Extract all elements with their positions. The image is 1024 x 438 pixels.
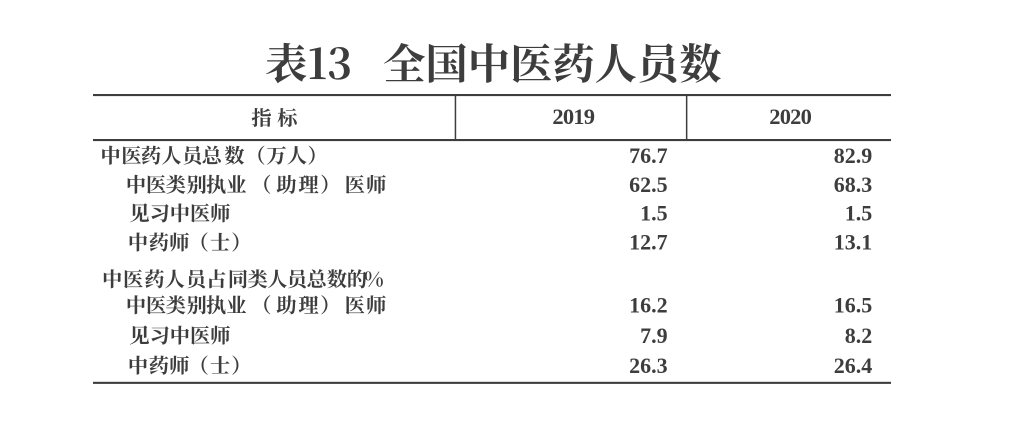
svg-text:1.5: 1.5 — [640, 201, 668, 226]
svg-text:68.3: 68.3 — [834, 172, 873, 197]
svg-text:2020: 2020 — [769, 104, 811, 129]
svg-text:76.7: 76.7 — [629, 143, 668, 168]
svg-text:13.1: 13.1 — [834, 230, 873, 255]
svg-text:26.4: 26.4 — [834, 353, 873, 378]
svg-text:26.3: 26.3 — [629, 353, 668, 378]
svg-text:2019: 2019 — [552, 104, 594, 129]
svg-text:82.9: 82.9 — [834, 143, 873, 168]
svg-text:62.5: 62.5 — [629, 172, 668, 197]
svg-text:8.2: 8.2 — [845, 323, 873, 348]
svg-text:7.9: 7.9 — [640, 323, 668, 348]
svg-text:16.2: 16.2 — [629, 293, 668, 318]
svg-text:16.5: 16.5 — [834, 293, 873, 318]
svg-text:1.5: 1.5 — [845, 201, 873, 226]
svg-text:12.7: 12.7 — [629, 230, 668, 255]
